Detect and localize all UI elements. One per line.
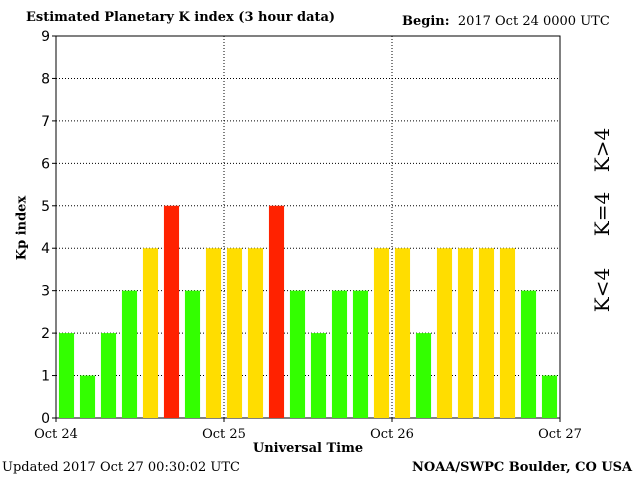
y-tick-label: 9 xyxy=(41,29,50,45)
credit-text: NOAA/SWPC Boulder, CO USA xyxy=(412,460,633,475)
legend-high: K>4 xyxy=(590,127,614,173)
x-tick-label: Oct 24 xyxy=(34,427,78,442)
kp-bar xyxy=(331,290,348,418)
y-tick-label: 3 xyxy=(41,284,50,300)
kp-bar xyxy=(142,248,159,418)
kp-bar xyxy=(499,248,516,418)
kp-bar xyxy=(541,375,558,418)
kp-bar xyxy=(436,248,453,418)
begin-time: Begin: 2017 Oct 24 0000 UTC xyxy=(402,14,610,29)
x-axis-ticks: Oct 24 Oct 25 Oct 26 Oct 27 xyxy=(34,418,582,442)
y-tick-label: 7 xyxy=(41,114,50,130)
kp-bar xyxy=(520,290,537,418)
kp-bar xyxy=(79,375,96,418)
updated-timestamp: Updated 2017 Oct 27 00:30:02 UTC xyxy=(2,460,240,475)
chart-title: Estimated Planetary K index (3 hour data… xyxy=(26,10,336,25)
y-tick-label: 5 xyxy=(41,199,50,215)
kp-bar xyxy=(100,333,117,418)
y-tick-label: 8 xyxy=(41,71,50,87)
kp-bar xyxy=(352,290,369,418)
bar-series xyxy=(58,205,558,418)
x-tick-label: Oct 27 xyxy=(538,427,582,442)
kp-bar xyxy=(184,290,201,418)
kp-bar xyxy=(163,205,180,418)
y-axis-label: Kp index xyxy=(14,195,30,261)
begin-label: Begin: xyxy=(402,14,450,29)
kp-bar xyxy=(457,248,474,418)
kp-bar xyxy=(310,333,327,418)
y-tick-label: 0 xyxy=(41,411,50,427)
y-tick-label: 2 xyxy=(41,326,50,342)
x-tick-label: Oct 26 xyxy=(370,427,414,442)
plot-area xyxy=(55,35,561,419)
legend-low: K<4 xyxy=(590,267,614,313)
kp-bar xyxy=(121,290,138,418)
kp-bar xyxy=(415,333,432,418)
kp-bar xyxy=(373,248,390,418)
x-axis-label: Universal Time xyxy=(252,441,364,456)
kp-bar xyxy=(58,333,75,418)
kp-bar xyxy=(289,290,306,418)
x-tick-label: Oct 25 xyxy=(202,427,246,442)
y-tick-label: 1 xyxy=(41,369,50,385)
kp-bar xyxy=(205,248,222,418)
begin-value: 2017 Oct 24 0000 UTC xyxy=(457,14,610,29)
y-tick-label: 4 xyxy=(41,241,50,257)
kp-bar xyxy=(268,205,285,418)
y-axis-ticks: 0 1 2 3 4 5 6 7 8 9 xyxy=(41,29,56,427)
grid-lines xyxy=(56,36,560,418)
kp-bar xyxy=(226,248,243,418)
legend-equal: K=4 xyxy=(590,191,614,237)
kp-bar xyxy=(478,248,495,418)
kp-bar xyxy=(247,248,264,418)
kp-bar xyxy=(394,248,411,418)
y-tick-label: 6 xyxy=(41,156,50,172)
